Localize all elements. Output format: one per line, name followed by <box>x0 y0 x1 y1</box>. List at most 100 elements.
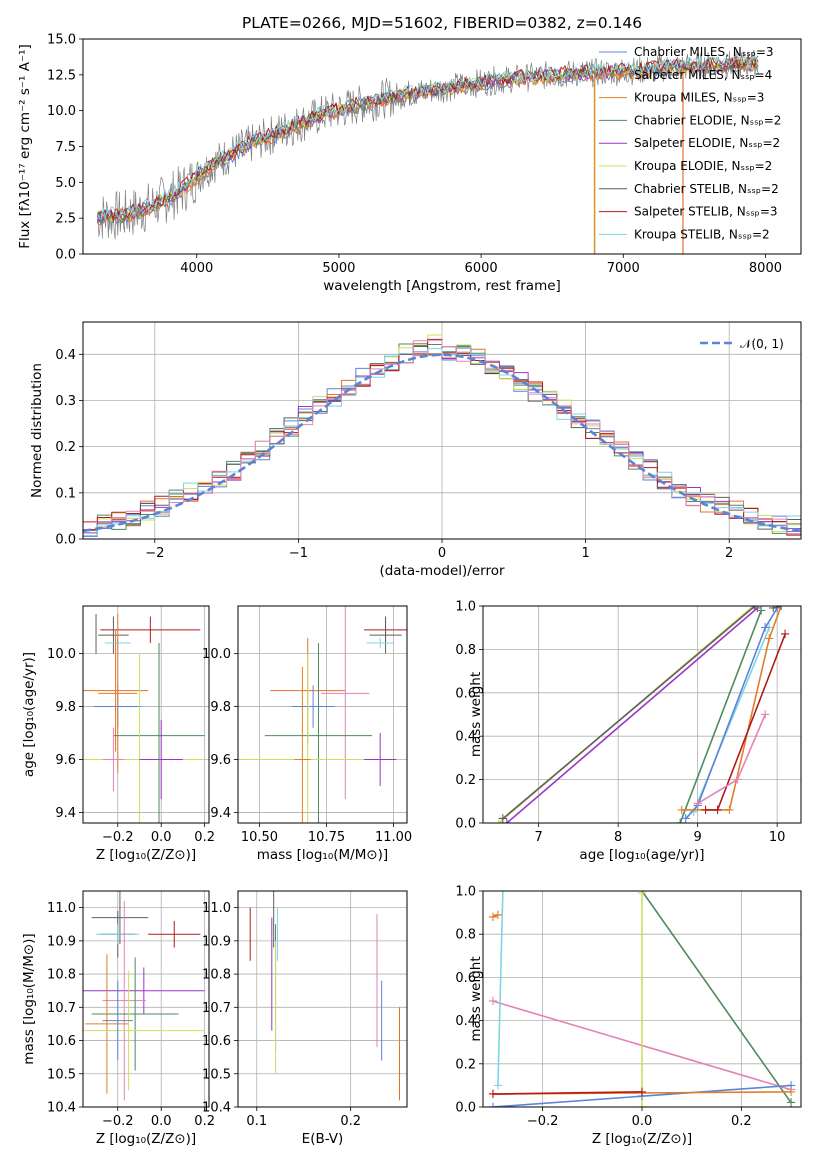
weight-marker: + <box>776 599 787 614</box>
x-tick-label: 8 <box>614 830 622 845</box>
x-axis-label: E(B-V) <box>302 1131 344 1147</box>
weight-marker: + <box>487 910 498 925</box>
weight-line <box>679 610 762 823</box>
y-tick-label: 10.6 <box>47 1034 76 1049</box>
model-spectrum <box>96 55 759 220</box>
y-tick-label: 0.1 <box>55 486 76 501</box>
weight-marker: + <box>700 803 711 818</box>
plot-area <box>249 891 400 1101</box>
weight-marker: + <box>637 1089 648 1104</box>
weight-marker: + <box>487 1087 498 1102</box>
y-tick-label: 0.2 <box>55 440 76 455</box>
x-axis-label: Z [log₁₀(Z/Z⊙)] <box>96 1131 196 1147</box>
model-spectrum <box>97 57 759 223</box>
y-tick-label: 10.9 <box>47 934 76 949</box>
axes-frame <box>82 605 210 824</box>
y-tick-label: 9.6 <box>210 753 231 768</box>
weight-marker: + <box>764 621 775 636</box>
y-tick-label: 9.6 <box>55 753 76 768</box>
y-tick-label: 0.0 <box>455 1101 476 1116</box>
y-tick-label: 0.4 <box>455 1014 476 1029</box>
weight-line <box>502 606 756 820</box>
x-tick-label: 0.2 <box>194 830 215 845</box>
x-axis-label: (data-model)/error <box>379 563 505 579</box>
y-tick-label: 0.8 <box>455 928 476 943</box>
x-axis-label: age [log₁₀(age/yr)] <box>579 847 704 863</box>
y-tick-label: 10.8 <box>202 968 231 983</box>
plot-area <box>240 606 407 823</box>
weight-marker: + <box>768 601 779 616</box>
y-tick-label: 10.7 <box>202 1001 231 1016</box>
x-tick-label: 8000 <box>749 261 782 276</box>
y-axis-label: mass weight <box>468 956 484 1041</box>
weight-line <box>697 714 766 805</box>
x-tick-label: −0.2 <box>527 1114 559 1129</box>
chart-5: −0.2 0.0 0.2 10.4 10.5 10.6 10.7 10.8 10.9 11.0 Z … <box>21 890 215 1147</box>
weight-marker: + <box>786 1096 797 1111</box>
y-tick-label: 11.0 <box>202 901 231 916</box>
weight-line <box>492 914 499 918</box>
axes-frame <box>82 38 802 255</box>
weight-marker: + <box>492 908 503 923</box>
weight-marker: + <box>764 632 775 647</box>
y-tick-label: 2.5 <box>55 212 76 227</box>
weight-marker: + <box>676 803 687 818</box>
axes-frame <box>82 321 802 540</box>
y-tick-label: 10.6 <box>202 1034 231 1049</box>
weight-marker: + <box>487 1087 498 1102</box>
weight-marker: + <box>712 803 723 818</box>
x-axis-label: wavelength [Angstrom, rest frame] <box>323 278 561 294</box>
y-axis-label: age [log₁₀(age/yr)] <box>21 652 37 777</box>
y-tick-label: 0.3 <box>55 394 76 409</box>
legend-entry: Kroupa STELIB, Nₛₛₚ=2 <box>634 227 770 241</box>
x-tick-label: 6000 <box>465 261 498 276</box>
x-tick-label: 0.0 <box>151 1114 172 1129</box>
x-tick-label: 11.00 <box>375 830 412 845</box>
legend-entry: Kroupa MILES, Nₛₛₚ=3 <box>634 91 764 105</box>
weight-marker: + <box>487 994 498 1009</box>
y-tick-label: 10.9 <box>202 934 231 949</box>
y-tick-label: 0.0 <box>55 248 76 263</box>
chart-6: 0.1 0.2 10.4 10.5 10.6 10.7 10.8 10.9 11.0 E(B-V) <box>202 890 408 1147</box>
x-tick-label: −2 <box>145 546 164 561</box>
weight-marker: + <box>492 1078 503 1093</box>
weight-marker: + <box>692 799 703 814</box>
x-tick-label: −0.2 <box>102 1114 134 1129</box>
weight-marker: + <box>772 601 783 616</box>
weight-marker: + <box>760 621 771 636</box>
weight-marker: + <box>497 884 508 899</box>
x-axis-label: Z [log₁₀(Z/Z⊙)] <box>96 847 196 863</box>
y-axis-label: Flux [fλ10⁻¹⁷ erg cm⁻² s⁻¹ A⁻¹] <box>17 44 33 249</box>
y-tick-label: 10.8 <box>47 968 76 983</box>
legend-entry: Chabrier STELIB, Nₛₛₚ=2 <box>634 182 779 196</box>
y-tick-label: 1.0 <box>455 600 476 615</box>
weight-line <box>497 891 504 1086</box>
histogram-step <box>83 339 801 535</box>
weight-marker: + <box>748 599 759 614</box>
axes-frame <box>237 890 408 1108</box>
x-tick-label: 5000 <box>322 261 355 276</box>
weight-marker: + <box>776 599 787 614</box>
weight-marker: + <box>724 803 735 818</box>
weight-line <box>492 1091 643 1095</box>
weight-marker: + <box>780 627 791 642</box>
weight-marker: + <box>680 812 691 827</box>
y-tick-label: 10.0 <box>47 104 76 119</box>
plot-area: +++++++++++++++ ++++ +++++++ <box>493 599 791 831</box>
weight-line <box>705 633 786 811</box>
x-axis-label: Z [log₁₀(Z/Z⊙)] <box>592 1131 692 1147</box>
axes-frame <box>482 605 802 824</box>
x-tick-label: 0.2 <box>194 1114 215 1129</box>
legend-entry: 𝒩(0, 1) <box>740 337 784 351</box>
weight-marker: + <box>501 816 512 831</box>
y-tick-label: 0.0 <box>455 817 476 832</box>
y-tick-label: 10.0 <box>47 647 76 662</box>
legend-entry: Salpeter ELODIE, Nₛₛₚ=2 <box>634 136 780 150</box>
x-tick-label: 0.2 <box>731 1114 752 1129</box>
legend-entry: Kroupa ELODIE, Nₛₛₚ=2 <box>634 159 772 173</box>
y-tick-label: 10.5 <box>202 1067 231 1082</box>
y-tick-label: 0.8 <box>455 643 476 658</box>
y-tick-label: 0.4 <box>55 348 76 363</box>
x-tick-label: 0.2 <box>340 1114 361 1129</box>
weight-marker: + <box>637 1085 648 1100</box>
